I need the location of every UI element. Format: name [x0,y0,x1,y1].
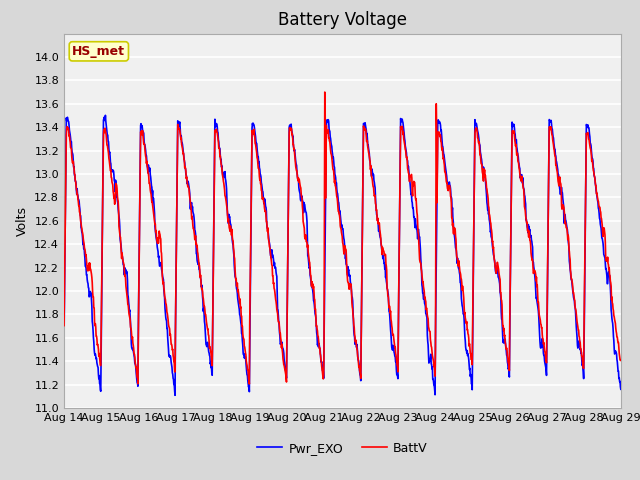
Pwr_EXO [102,112,109,118]
Pwr_EXO [60,339,68,345]
Legend: Pwr_EXO, BattV: Pwr_EXO, BattV [252,437,433,460]
Pwr_EXO [185,181,193,187]
Pwr_EXO [617,386,625,392]
Pwr_EXO [171,388,179,394]
BattV [60,323,68,328]
BattV [617,357,625,363]
BattV [429,359,437,364]
BattV [246,255,254,261]
Line: Pwr_EXO: Pwr_EXO [64,115,621,396]
Line: BattV: BattV [64,92,621,384]
BattV [184,184,191,190]
Title: Battery Voltage: Battery Voltage [278,11,407,29]
Pwr_EXO [502,348,510,353]
BattV [246,381,253,387]
BattV [321,89,328,95]
Pwr_EXO [429,379,437,384]
BattV [552,154,559,160]
Pwr_EXO [172,393,179,398]
Y-axis label: Volts: Volts [16,206,29,236]
BattV [170,360,178,366]
Pwr_EXO [552,152,559,158]
Pwr_EXO [247,235,255,241]
BattV [502,347,510,352]
Text: HS_met: HS_met [72,45,125,58]
